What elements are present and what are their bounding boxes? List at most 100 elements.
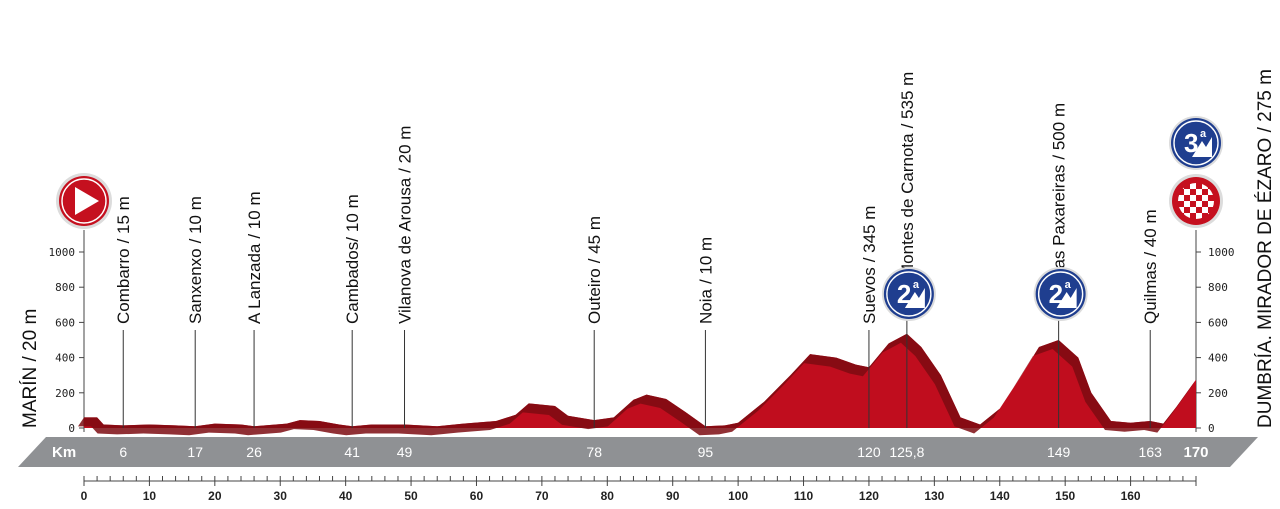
mountain-peak-icon xyxy=(904,288,925,308)
place-name: Noia xyxy=(696,288,715,324)
finish-flag-icon xyxy=(1169,174,1223,228)
x-tick-label: 80 xyxy=(601,489,615,503)
place-altitude: 10 m xyxy=(343,194,362,232)
x-tick-label: 0 xyxy=(81,489,88,503)
checkered-square xyxy=(1178,189,1184,195)
checkered-square xyxy=(1190,183,1196,189)
x-tick-label: 10 xyxy=(143,489,157,503)
place-label: Noia / 10 m xyxy=(696,237,715,324)
place-name: Suevos xyxy=(860,267,879,324)
place-name: Outeiro xyxy=(585,268,604,324)
climb-category-suffix: a xyxy=(1065,279,1072,291)
checkered-square xyxy=(1196,213,1202,219)
x-tick-label: 30 xyxy=(274,489,288,503)
checkered-square xyxy=(1196,195,1202,201)
climb-category-number: 2 xyxy=(897,279,911,309)
checkered-square xyxy=(1196,183,1202,189)
checkered-square xyxy=(1190,195,1196,201)
place-altitude: / 345 m xyxy=(860,206,879,263)
x-tick-label: 110 xyxy=(794,489,814,503)
checkered-square xyxy=(1202,183,1208,189)
mountain-peak-icon xyxy=(1056,288,1077,308)
checkered-square xyxy=(1202,195,1208,201)
place-label: Quilmas / 40 m xyxy=(1141,209,1160,324)
checkered-square xyxy=(1202,207,1208,213)
checkered-square xyxy=(1190,207,1196,213)
checkered-square xyxy=(1208,207,1214,213)
checkered-square xyxy=(1190,189,1196,195)
place-label: Combarro / 15 m xyxy=(114,196,133,324)
climb-badge-inner-ring xyxy=(1037,271,1084,317)
y-tick-label-left: 200 xyxy=(55,387,75,400)
x-tick-label: 150 xyxy=(1055,489,1075,503)
place-altitude: / 10 m xyxy=(696,237,715,284)
start-flag-icon xyxy=(56,173,112,229)
place-label: A Lanzada / 10 m xyxy=(245,191,264,324)
climb-category-number: 2 xyxy=(1049,279,1063,309)
place-name: Sanxenxo xyxy=(186,248,205,324)
elevation-profile-area xyxy=(84,333,1196,428)
checkered-square xyxy=(1202,189,1208,195)
place-altitude: / 40 m xyxy=(1141,209,1160,256)
checkered-square xyxy=(1196,201,1202,207)
place-altitude: / 10 m xyxy=(186,196,205,243)
checkered-square xyxy=(1184,195,1190,201)
checkered-square xyxy=(1208,195,1214,201)
place-name: Cambados/ xyxy=(343,237,362,324)
y-tick-label-right: 800 xyxy=(1208,281,1228,294)
checkered-square xyxy=(1178,201,1184,207)
x-tick-label: 20 xyxy=(208,489,222,503)
place-label: Cambados/10 m xyxy=(343,194,362,324)
checkered-square xyxy=(1178,195,1184,201)
x-tick-label: 60 xyxy=(470,489,484,503)
y-tick-label-left: 1000 xyxy=(49,246,76,259)
place-label: Sanxenxo / 10 m xyxy=(186,196,205,324)
km-band-point-label: 149 xyxy=(1047,444,1071,460)
checkered-square xyxy=(1208,201,1214,207)
place-label: Vilanova de Arousa / 20 m xyxy=(396,126,415,324)
y-tick-label-left: 0 xyxy=(68,422,75,435)
checkered-pattern xyxy=(1178,183,1214,219)
place-name: Combarro xyxy=(114,248,133,324)
x-tick-label: 50 xyxy=(404,489,418,503)
y-tick-label-left: 800 xyxy=(55,281,75,294)
checkered-square xyxy=(1208,189,1214,195)
km-band-point-label: 125,8 xyxy=(889,444,924,460)
x-tick-label: 140 xyxy=(990,489,1010,503)
y-tick-label-right: 600 xyxy=(1208,316,1228,329)
km-band-point-label: 41 xyxy=(344,444,360,460)
km-band-point-label: 26 xyxy=(246,444,262,460)
y-tick-label-left: 600 xyxy=(55,316,75,329)
start-badge-inner-ring xyxy=(61,178,107,224)
km-band xyxy=(18,437,1258,467)
checkered-square xyxy=(1190,213,1196,219)
checkered-square xyxy=(1190,201,1196,207)
place-name: A Lanzada xyxy=(245,243,264,324)
checkered-square xyxy=(1196,189,1202,195)
km-band-unit-label: Km xyxy=(52,444,76,461)
place-name: Vilanova de Arousa xyxy=(396,177,415,324)
km-band-point-label: 6 xyxy=(119,444,127,460)
x-tick-label: 90 xyxy=(666,489,680,503)
climb-category-suffix: a xyxy=(1200,128,1207,140)
climb-badge-inner-ring xyxy=(1173,120,1219,166)
km-band-point-label: 95 xyxy=(698,444,714,460)
mountain-peak-icon xyxy=(1192,137,1212,157)
y-tick-label-right: 200 xyxy=(1208,387,1228,400)
km-band-point-label: 49 xyxy=(397,444,413,460)
y-tick-label-left: 400 xyxy=(55,352,75,365)
y-tick-label-right: 400 xyxy=(1208,352,1228,365)
place-label: Suevos / 345 m xyxy=(860,206,879,324)
place-altitude: / 45 m xyxy=(585,216,604,263)
checkered-square xyxy=(1184,183,1190,189)
x-tick-label: 70 xyxy=(535,489,549,503)
checkered-square xyxy=(1184,213,1190,219)
checkered-square xyxy=(1202,213,1208,219)
km-band-point-label: 17 xyxy=(187,444,203,460)
checkered-square xyxy=(1184,189,1190,195)
place-altitude: / 535 m xyxy=(898,72,917,129)
